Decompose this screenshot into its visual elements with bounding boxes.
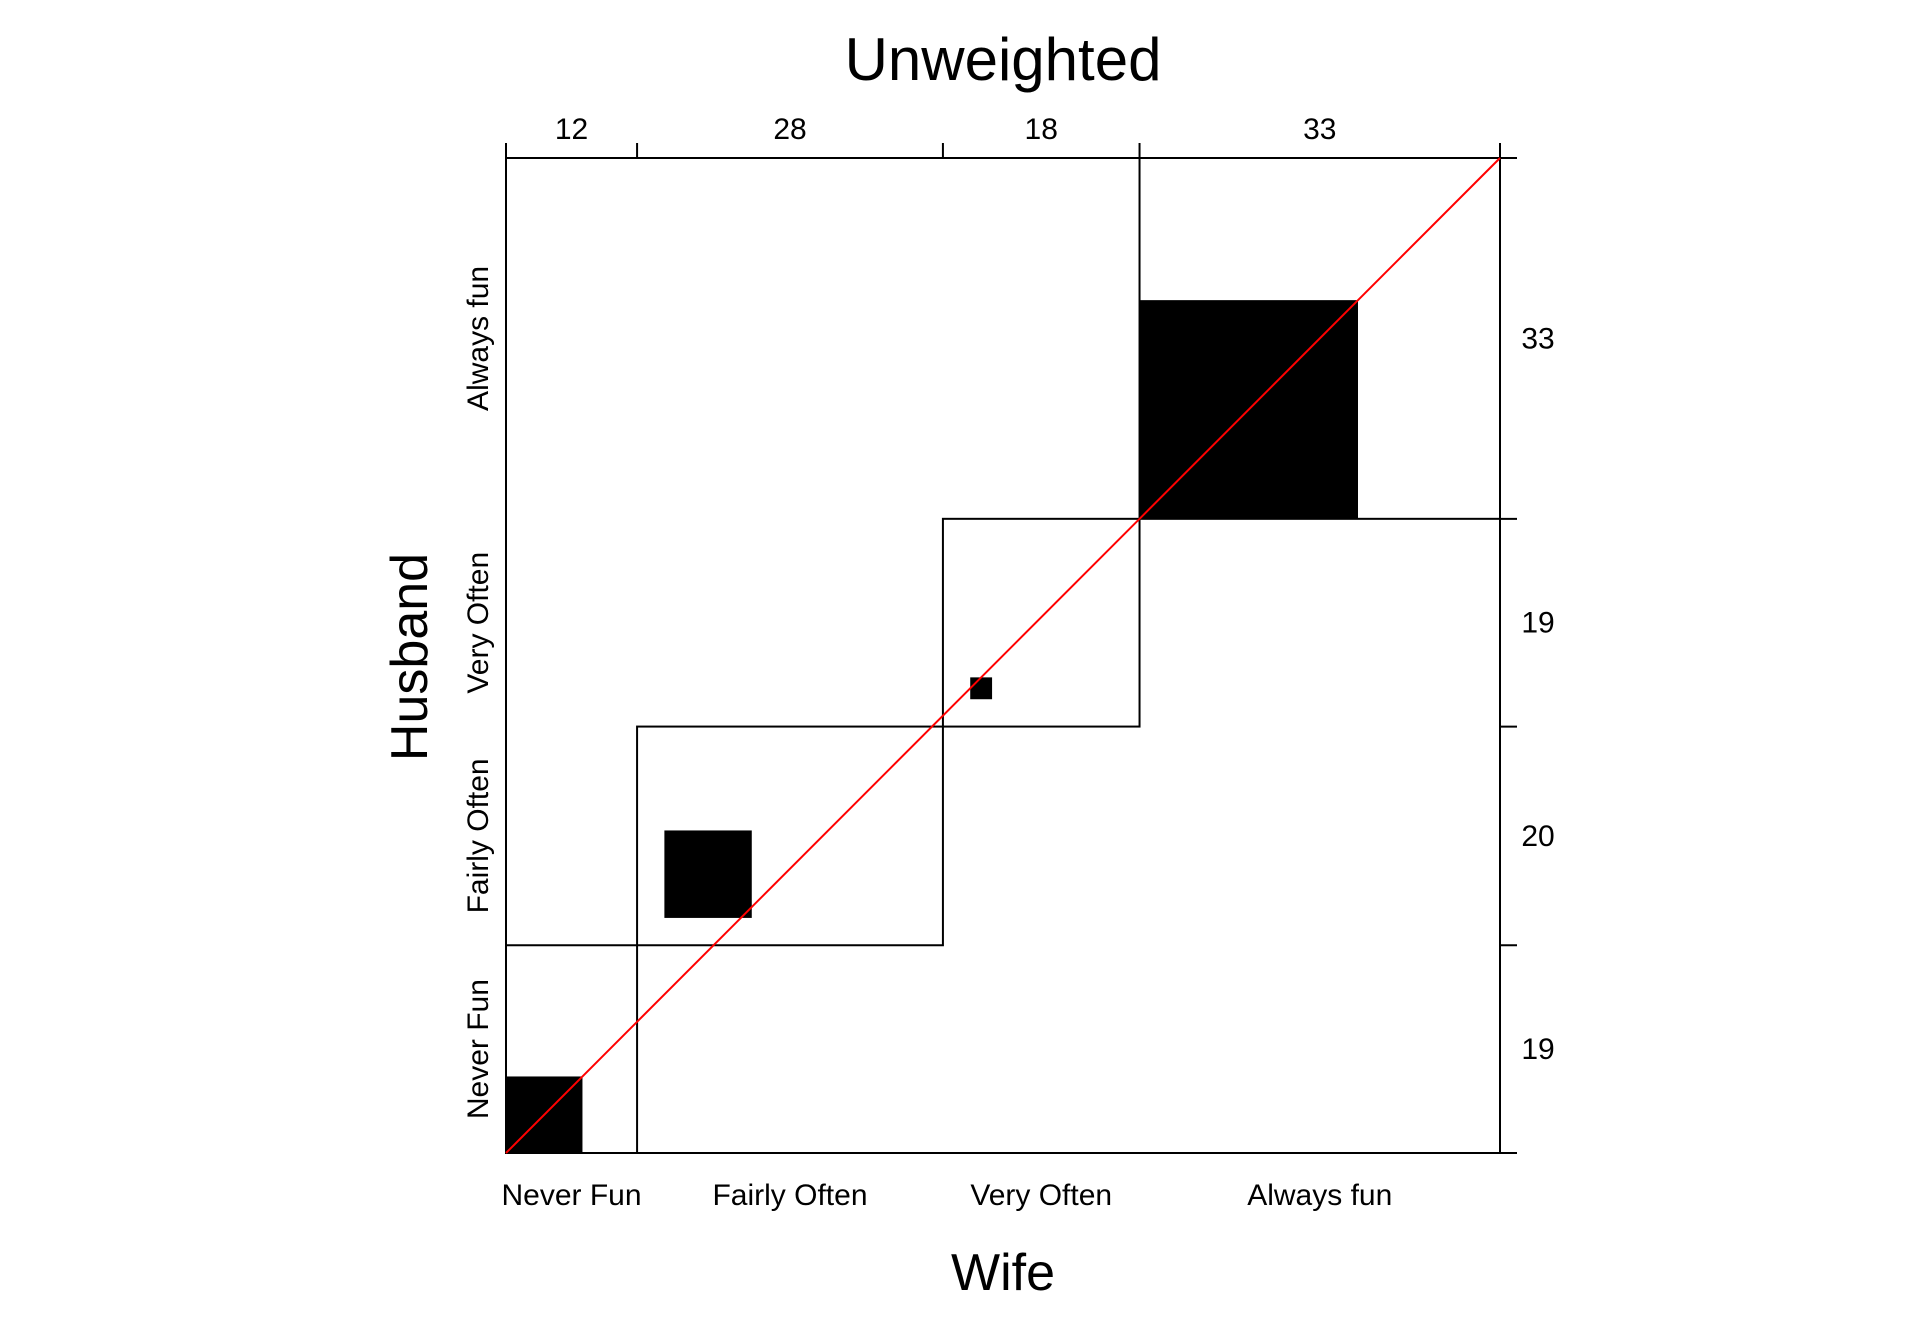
row-total-label: 33 xyxy=(1521,322,1554,355)
column-total-label: 18 xyxy=(1025,113,1058,146)
row-total-label: 19 xyxy=(1521,1033,1554,1066)
y-tick-label: Always fun xyxy=(462,266,495,411)
x-tick-label: Never Fun xyxy=(502,1179,642,1212)
row-total-label: 19 xyxy=(1521,607,1554,640)
chart-title: Unweighted xyxy=(845,26,1162,93)
reference-diagonal xyxy=(505,157,1501,1154)
column-total-label: 12 xyxy=(555,113,588,146)
plot-area: 12 28 18 33 19 20 19 33 Never Fun Fairly Often Ver… xyxy=(462,113,1555,1212)
y-tick-label: Fairly Often xyxy=(462,758,495,913)
y-tick-label: Never Fun xyxy=(462,979,495,1119)
x-axis-label: Wife xyxy=(951,1244,1055,1302)
row-total-label: 20 xyxy=(1521,820,1554,853)
y-tick-label: Very Often xyxy=(462,552,495,694)
x-tick-label: Very Often xyxy=(970,1179,1112,1212)
agreement-square xyxy=(664,830,752,918)
column-total-label: 33 xyxy=(1303,113,1336,146)
agreement-square xyxy=(970,677,993,700)
column-total-label: 28 xyxy=(773,113,806,146)
category-box xyxy=(636,725,944,947)
x-tick-label: Fairly Often xyxy=(712,1179,867,1212)
x-tick-label: Always fun xyxy=(1247,1179,1392,1212)
category-box xyxy=(941,517,1141,728)
y-axis-label: Husband xyxy=(381,553,439,761)
